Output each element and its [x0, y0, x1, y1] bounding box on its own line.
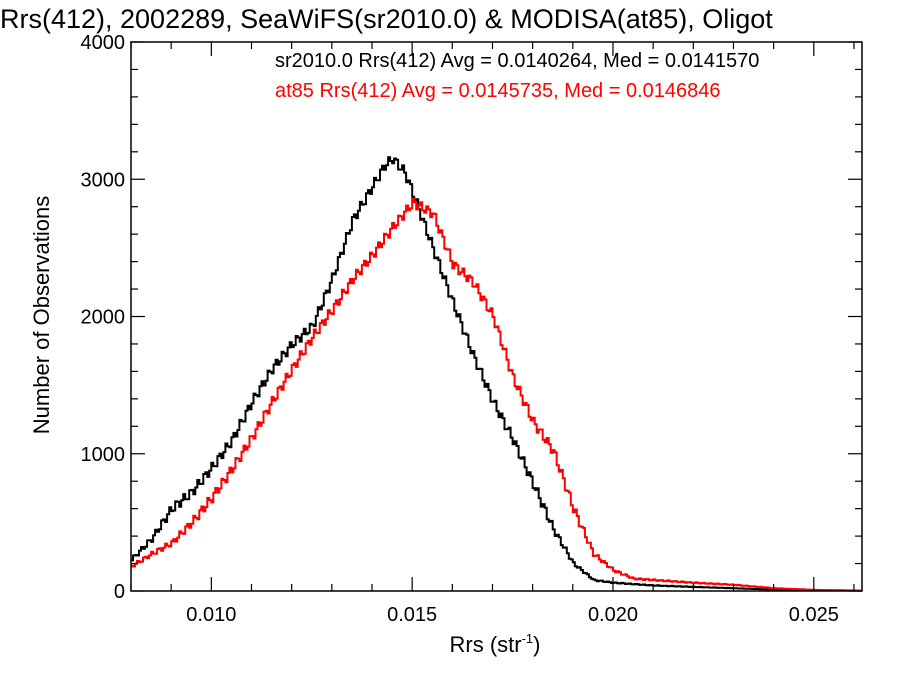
x-ticks: 0.010 0.015 0.020 0.025: [130, 42, 855, 626]
legend-entry-sr2010: sr2010.0 Rrs(412) Avg = 0.0140264, Med =…: [275, 50, 759, 72]
y-ticks: 0 1000 2000 3000 4000: [81, 32, 862, 603]
plot-frame: [130, 41, 863, 592]
x-axis-label-main: Rrs (str: [450, 632, 522, 657]
axes-frame: [130, 41, 863, 592]
x-tick-label: 0.010: [186, 604, 236, 626]
y-tick-label: 2000: [81, 307, 126, 329]
y-tick-label: 0: [114, 581, 125, 603]
y-tick-label: 3000: [81, 169, 126, 191]
x-tick-label: 0.020: [588, 604, 638, 626]
x-tick-label: 0.025: [789, 604, 839, 626]
plot-series: [131, 156, 862, 592]
chart-title: Rrs(412), 2002289, SeaWiFS(sr2010.0) & M…: [0, 4, 773, 34]
y-tick-label: 4000: [81, 32, 126, 54]
x-axis-label: Rrs (str-1): [450, 631, 541, 657]
x-tick-label: 0.015: [387, 604, 437, 626]
y-axis-label: Number of Observations: [29, 196, 54, 434]
x-axis-label-superscript: -1: [522, 631, 534, 646]
series-line-sr2010: [131, 156, 862, 592]
x-axis-label-end: ): [533, 632, 540, 657]
series-line-at85: [131, 197, 862, 592]
y-tick-label: 1000: [81, 444, 126, 466]
legend-entry-at85: at85 Rrs(412) Avg = 0.0145735, Med = 0.0…: [275, 80, 721, 102]
